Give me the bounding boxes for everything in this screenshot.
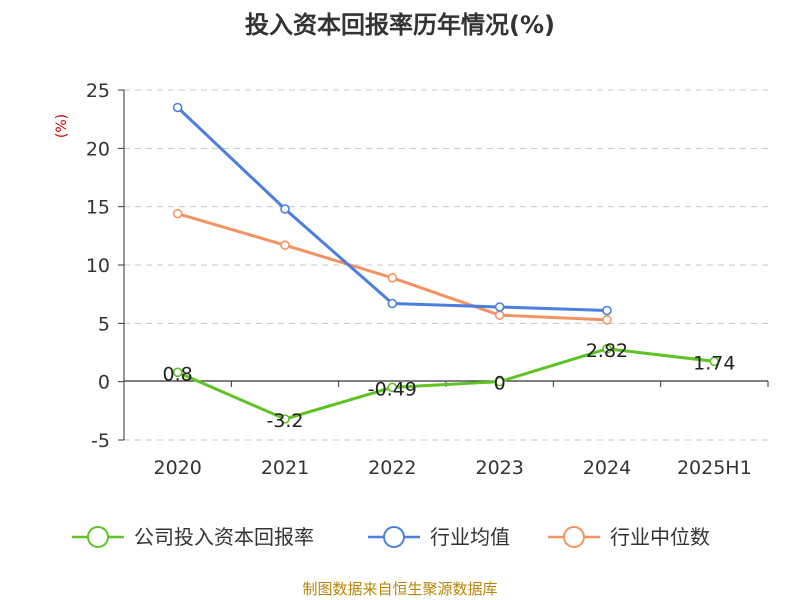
legend-label: 行业中位数 [610, 525, 710, 549]
x-tick-label: 2020 [153, 457, 201, 479]
data-label: -0.49 [368, 378, 417, 400]
y-axis-unit-label: (%) [54, 114, 70, 138]
data-point [494, 376, 505, 387]
axes: -5 0 5 10 15 20 25 2020 2021 2022 2023 2024 2025H1 [86, 80, 769, 479]
data-point [602, 343, 612, 354]
data-point [494, 310, 505, 320]
data-point [280, 240, 290, 250]
source-note: 制图数据来自恒生聚源数据库 [302, 580, 497, 598]
data-label: -3.2 [266, 410, 303, 432]
series-line [177, 347, 715, 421]
y-tick-label: 10 [86, 255, 110, 277]
data-point [280, 204, 290, 214]
legend: 公司投入资本回报率 行业均值 行业中位数 [72, 525, 710, 549]
y-tick-label: 5 [98, 313, 110, 335]
data-point [172, 367, 183, 378]
y-tick-label: -5 [91, 430, 110, 452]
x-tick-label: 2024 [583, 457, 631, 479]
y-tick-label: 0 [98, 372, 110, 394]
x-tick-label: 2025H1 [677, 457, 752, 479]
data-label: 0.8 [163, 363, 193, 385]
data-point [387, 273, 398, 283]
legend-marker [87, 526, 109, 548]
data-point [172, 102, 183, 113]
series-lines [172, 102, 720, 424]
legend-label: 公司投入资本回报率 [134, 525, 314, 549]
x-tick-label: 2023 [475, 457, 523, 479]
data-point [387, 382, 398, 393]
data-point [602, 305, 612, 316]
y-tick-label: 20 [86, 138, 110, 160]
legend-marker [563, 526, 585, 548]
y-tick-label: 15 [86, 197, 110, 219]
data-labels: 0.8 -3.2 -0.49 0 2.82 1.74 [163, 340, 736, 432]
x-tick-label: 2022 [368, 457, 416, 479]
legend-marker [383, 526, 405, 548]
data-label: 2.82 [586, 340, 628, 362]
data-point [387, 298, 398, 309]
chart-title: 投入资本回报率历年情况(%) [245, 11, 555, 39]
data-point [709, 356, 720, 367]
y-tick-label: 25 [86, 80, 110, 102]
data-point [172, 208, 183, 219]
data-label: 1.74 [693, 352, 735, 374]
legend-label: 行业均值 [430, 525, 510, 549]
data-point [494, 302, 505, 312]
data-point [602, 315, 612, 325]
gridlines [124, 89, 768, 441]
data-point [280, 414, 290, 424]
x-tick-label: 2021 [261, 457, 309, 479]
data-label: 0 [494, 373, 506, 395]
